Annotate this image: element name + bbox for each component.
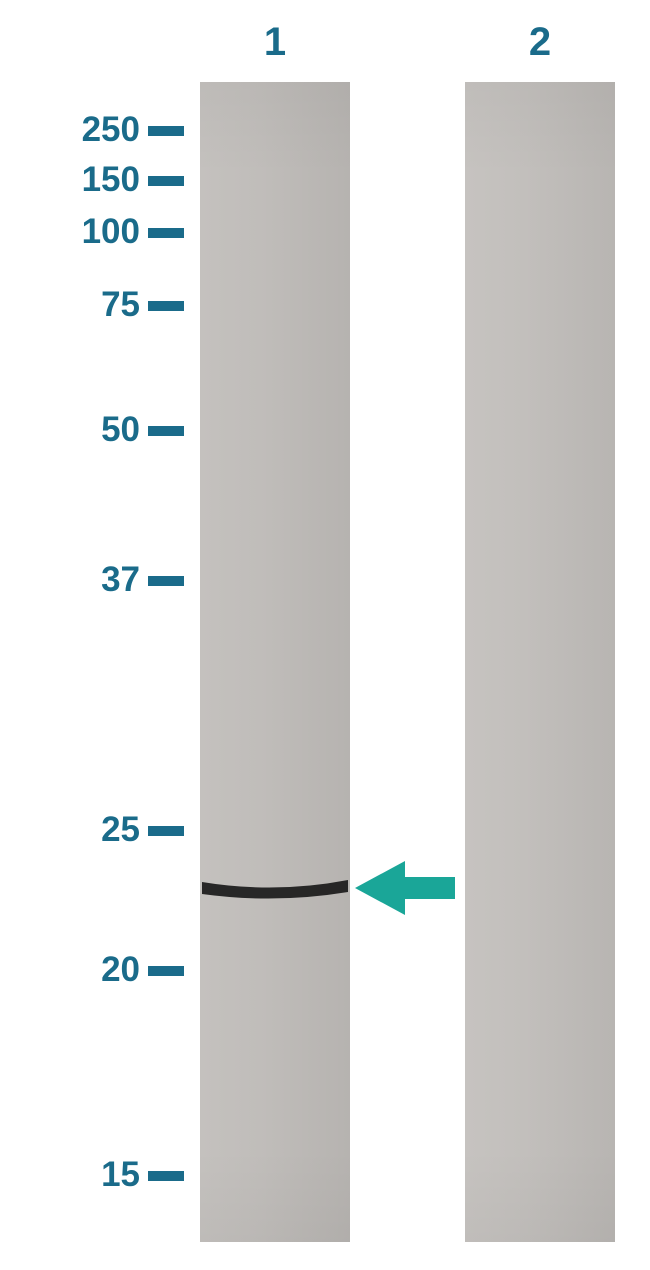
marker-25-tick xyxy=(148,826,184,836)
marker-20-tick xyxy=(148,966,184,976)
lane-1-shade xyxy=(200,82,350,1242)
marker-100: 100 xyxy=(82,212,140,252)
marker-250-tick xyxy=(148,126,184,136)
lane-2 xyxy=(465,82,615,1242)
marker-100-tick xyxy=(148,228,184,238)
western-blot-figure: 1 2 250 150 100 75 50 37 25 20 15 xyxy=(0,0,650,1270)
marker-50-tick xyxy=(148,426,184,436)
lane-2-header: 2 xyxy=(520,20,560,65)
marker-150: 150 xyxy=(82,160,140,200)
marker-25: 25 xyxy=(101,810,140,850)
marker-15: 15 xyxy=(101,1155,140,1195)
marker-20: 20 xyxy=(101,950,140,990)
lane-1 xyxy=(200,82,350,1242)
marker-15-tick xyxy=(148,1171,184,1181)
marker-37: 37 xyxy=(101,560,140,600)
marker-250: 250 xyxy=(82,110,140,150)
marker-37-tick xyxy=(148,576,184,586)
band-pointer-arrow xyxy=(355,858,455,918)
primary-band xyxy=(200,874,350,904)
lane-1-header: 1 xyxy=(255,20,295,65)
marker-50: 50 xyxy=(101,410,140,450)
lane-2-shade xyxy=(465,82,615,1242)
marker-75-tick xyxy=(148,301,184,311)
marker-150-tick xyxy=(148,176,184,186)
marker-75: 75 xyxy=(101,285,140,325)
